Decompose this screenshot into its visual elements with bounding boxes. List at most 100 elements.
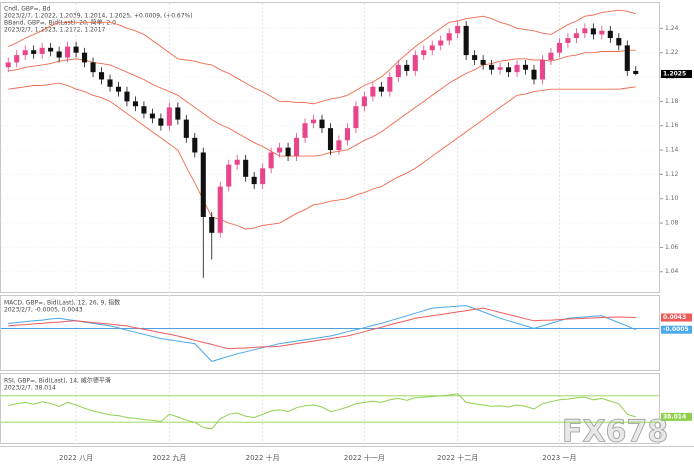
candle-body	[141, 106, 147, 114]
candle-body	[56, 51, 62, 58]
candle-body	[387, 77, 393, 92]
candle-body	[319, 119, 325, 129]
candle-body	[277, 147, 283, 153]
price-panel	[0, 2, 660, 293]
indicator-line	[8, 393, 636, 430]
candle-body	[90, 62, 96, 73]
y-tick-label: 1.24	[665, 25, 679, 32]
panel-subtitle: 2023/2/7, 1.2022, 1.2039, 1.2014, 1.2025…	[4, 13, 193, 20]
candle-body	[98, 72, 105, 80]
x-tick-label: 2022 九月	[152, 453, 186, 462]
value-tag: -0.0005	[663, 326, 689, 333]
candle-body	[522, 64, 529, 70]
candle-body	[463, 25, 469, 56]
candle-body	[132, 101, 138, 107]
x-tick-label: 2022 八月	[59, 454, 93, 462]
panel-title: RSI, GBP=, Bid(Last), 14, 威尔德平滑	[4, 377, 111, 385]
panel-subtitle: 2023/2/7, -0.0005, 0.0043	[4, 307, 83, 314]
y-tick-label: 1.12	[665, 171, 679, 178]
candle-body	[226, 164, 232, 187]
candle-body	[472, 55, 478, 60]
candle-body	[327, 128, 334, 151]
candle-body	[14, 55, 20, 63]
candle-body	[200, 152, 206, 217]
candle-body	[158, 118, 164, 126]
candle-body	[39, 47, 45, 54]
candle-body	[412, 55, 418, 71]
candle-body	[115, 86, 122, 92]
candle-body	[73, 46, 79, 53]
candle-body	[209, 216, 215, 233]
candle-body	[353, 106, 359, 129]
candle-body	[429, 45, 435, 51]
candle-body	[514, 64, 520, 73]
candle-body	[531, 69, 537, 80]
bollinger-band	[8, 9, 636, 105]
candle-body	[217, 186, 223, 233]
macd-panel	[0, 295, 660, 371]
candle-body	[633, 70, 639, 74]
candle-body	[175, 107, 181, 120]
indicator-line	[8, 307, 636, 350]
candle-body	[573, 33, 579, 39]
candle-body	[497, 67, 503, 70]
candle-body	[556, 42, 562, 53]
candle-body	[599, 30, 605, 35]
candle-body	[268, 152, 274, 169]
y-tick-label: 1.16	[665, 122, 679, 129]
candle-body	[506, 67, 512, 73]
panel-title: Cndl, GBP=, Bd	[4, 6, 51, 13]
candle-body	[565, 38, 571, 43]
candle-body	[395, 64, 401, 78]
candle-body	[310, 119, 317, 124]
value-tag-box	[661, 69, 692, 78]
candle-body	[82, 52, 88, 63]
candle-body	[455, 25, 461, 34]
candle-body	[22, 50, 28, 56]
candle-body	[616, 38, 622, 46]
candle-body	[5, 62, 11, 68]
candle-body	[489, 64, 495, 70]
candle-body	[31, 50, 37, 54]
candle-body	[124, 91, 130, 102]
candle-body	[302, 123, 308, 138]
candle-body	[480, 59, 486, 65]
candle-body	[285, 147, 291, 157]
candle-body	[192, 137, 198, 153]
candle-body	[166, 107, 172, 126]
candle-body	[107, 79, 113, 87]
value-tag-box	[661, 313, 692, 322]
candle-body	[582, 28, 588, 34]
watermark: FX678	[562, 415, 668, 450]
panel-title: MACD, GBP=, Bid(Last), 12, 26, 9, 指数	[4, 299, 120, 307]
candle-body	[183, 119, 189, 138]
candle-body	[243, 159, 249, 177]
value-tag-box	[661, 325, 692, 334]
indicator-line	[8, 305, 636, 362]
candle-body	[548, 52, 554, 60]
y-tick-label: 1.04	[665, 268, 679, 275]
value-tag: 0.0043	[663, 314, 686, 321]
candle-body	[251, 176, 257, 185]
candle-body	[607, 30, 613, 39]
value-tag: 1.2025	[663, 70, 686, 77]
panel-subtitle: 2023/2/7, 38.014	[4, 385, 56, 392]
panel-annotation: 2023/2/7, 1.2523, 1.2172, 1.2017	[4, 27, 106, 34]
candle-body	[294, 137, 300, 157]
candle-body	[65, 46, 71, 58]
x-tick-label: 2022 十月	[246, 453, 280, 462]
candle-body	[336, 140, 342, 151]
value-tag-box	[661, 412, 692, 421]
candle-body	[361, 96, 367, 107]
candle-body	[404, 64, 410, 71]
candle-body	[539, 59, 546, 80]
y-tick-label: 1.06	[665, 244, 679, 251]
candle-body	[344, 128, 350, 141]
x-tick-label: 2022 十二月	[437, 453, 478, 462]
rsi-panel	[0, 373, 660, 444]
bollinger-band	[8, 49, 636, 157]
candle-body	[590, 28, 596, 35]
candle-body	[446, 33, 452, 41]
